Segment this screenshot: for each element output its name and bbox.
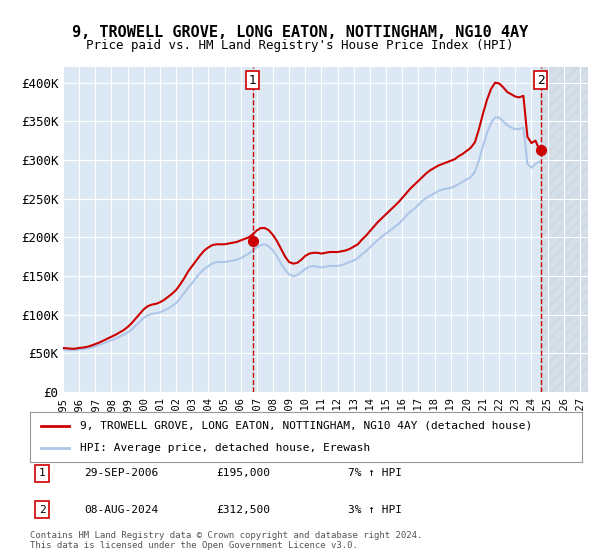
Text: £312,500: £312,500 [216,505,270,515]
Text: 9, TROWELL GROVE, LONG EATON, NOTTINGHAM, NG10 4AY: 9, TROWELL GROVE, LONG EATON, NOTTINGHAM… [72,25,528,40]
Text: Contains HM Land Registry data © Crown copyright and database right 2024.
This d: Contains HM Land Registry data © Crown c… [30,530,422,550]
Text: 1: 1 [38,468,46,478]
Text: 1: 1 [249,74,257,87]
Text: 3% ↑ HPI: 3% ↑ HPI [348,505,402,515]
Text: 08-AUG-2024: 08-AUG-2024 [84,505,158,515]
Text: HPI: Average price, detached house, Erewash: HPI: Average price, detached house, Erew… [80,443,370,453]
Text: 9, TROWELL GROVE, LONG EATON, NOTTINGHAM, NG10 4AY (detached house): 9, TROWELL GROVE, LONG EATON, NOTTINGHAM… [80,421,532,431]
Text: 7% ↑ HPI: 7% ↑ HPI [348,468,402,478]
Text: Price paid vs. HM Land Registry's House Price Index (HPI): Price paid vs. HM Land Registry's House … [86,39,514,52]
Text: 29-SEP-2006: 29-SEP-2006 [84,468,158,478]
Text: £195,000: £195,000 [216,468,270,478]
Text: 2: 2 [38,505,46,515]
Bar [541,67,588,392]
Text: 2: 2 [537,74,545,87]
